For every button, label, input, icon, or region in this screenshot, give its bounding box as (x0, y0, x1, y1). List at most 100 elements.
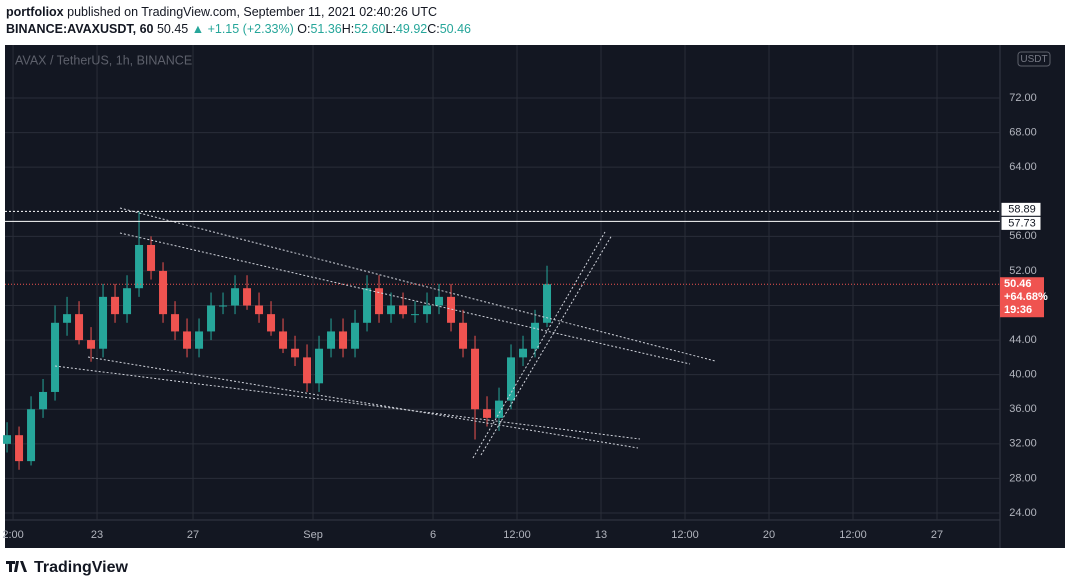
x-tick-label: 23 (91, 529, 103, 541)
candle-body (411, 314, 420, 316)
symbol-line: BINANCE:AVAXUSDT, 60 50.45 ▲ +1.15 (+2.3… (6, 22, 471, 36)
x-tick-label: 12:00 (671, 529, 699, 541)
candle-body (351, 322, 360, 349)
x-tick-label: 2:00 (2, 529, 23, 541)
x-tick-label: 12:00 (503, 529, 531, 541)
ohlc-value: 50.46 (439, 22, 471, 36)
ohlc-key: C: (427, 22, 440, 36)
trendline (87, 356, 639, 449)
candle-body (183, 331, 192, 349)
candle-body (375, 288, 384, 315)
x-tick-label: 12:00 (839, 529, 867, 541)
candle-body (519, 348, 528, 358)
candle-body (531, 322, 540, 349)
candle-body (399, 305, 408, 315)
candle-body (255, 305, 264, 315)
candle-body (207, 305, 216, 332)
candle-body (27, 409, 36, 462)
candle-body (63, 314, 72, 323)
chart-bg (5, 45, 1065, 548)
x-tick-label: Sep (303, 529, 323, 541)
candle-body (315, 348, 324, 384)
published: published on TradingView.com, September … (67, 5, 438, 19)
change: ▲ +1.15 (+2.33%) (191, 22, 294, 36)
candle-body (327, 331, 336, 349)
ohlc-value: 49.92 (395, 22, 428, 36)
candle-body (195, 331, 204, 349)
y-tick-label: 52.00 (1009, 265, 1037, 277)
candle-body (279, 331, 288, 349)
currency: USDT (1020, 54, 1047, 65)
candle-body (387, 305, 396, 315)
candle-body (447, 296, 456, 323)
ohlc-value: 52.60 (354, 22, 386, 36)
ohlc-key: H: (341, 22, 355, 36)
x-tick-label: 27 (931, 529, 943, 541)
x-tick-label: 6 (430, 529, 436, 541)
y-tick-label: 44.00 (1009, 334, 1037, 346)
symbol: BINANCE:AVAXUSDT, 60 (6, 22, 154, 36)
level-tag (1000, 215, 1042, 231)
candle-body (171, 314, 180, 332)
candle-body (3, 435, 12, 444)
brand: TradingView (34, 559, 129, 576)
candle-body (219, 305, 228, 307)
candle-body (135, 244, 144, 289)
candle-body (339, 331, 348, 349)
x-tick-label: 20 (763, 529, 775, 541)
candle-body (75, 314, 84, 341)
last-price-label: 50.46 (1004, 278, 1032, 290)
candle-body (231, 288, 240, 306)
candle-body (147, 244, 156, 271)
candle-body (15, 435, 24, 462)
candle-body (123, 288, 132, 315)
candle-body (507, 357, 516, 401)
y-tick-label: 36.00 (1009, 403, 1037, 415)
trendline (119, 232, 691, 365)
candle-body (471, 348, 480, 410)
currency-badge (1017, 51, 1051, 67)
candle-body (87, 340, 96, 349)
candle-body (423, 305, 432, 315)
y-tick-label: 40.00 (1009, 369, 1037, 381)
y-tick-label: 32.00 (1009, 438, 1037, 450)
ohlc-key: L: (385, 22, 396, 36)
watermark: AVAX / TetherUS, 1h, BINANCE (15, 53, 192, 67)
candle-body (459, 322, 468, 349)
ohlc-key: O: (297, 22, 311, 36)
y-tick-label: 56.00 (1009, 230, 1037, 242)
candle-body (39, 391, 48, 410)
x-tick-label: 13 (595, 529, 607, 541)
countdown: 19:36 (1004, 304, 1032, 316)
x-tick-label: 27 (187, 529, 199, 541)
last: 50.45 (156, 22, 189, 36)
y-tick-label: 64.00 (1009, 161, 1037, 173)
candle-body (267, 314, 276, 332)
level-label: 57.73 (1008, 217, 1036, 229)
candle-body (111, 296, 120, 315)
candle-body (243, 288, 252, 306)
last-price-tag (1000, 277, 1044, 318)
logo (6, 561, 27, 572)
y-tick-label: 72.00 (1009, 92, 1037, 104)
trendline (480, 234, 613, 456)
candle-body (51, 322, 60, 392)
level-label: 58.89 (1008, 203, 1036, 215)
publisher: portfoliox (6, 5, 64, 19)
candle-body (435, 296, 444, 306)
candle-body (363, 288, 372, 323)
candle-body (99, 296, 108, 349)
candle-body (543, 284, 552, 323)
candle-body (159, 270, 168, 315)
candle-body (483, 409, 492, 418)
header-line: portfoliox published on TradingView.com,… (6, 5, 437, 19)
y-tick-label: 28.00 (1009, 472, 1037, 484)
ohlc-value: 51.36 (310, 22, 342, 36)
y-tick-label: 24.00 (1009, 507, 1037, 519)
y-tick-label: 68.00 (1009, 126, 1037, 138)
trendlines (54, 207, 716, 459)
last-change: +64.68% (1004, 291, 1048, 303)
candle-body (291, 348, 300, 358)
